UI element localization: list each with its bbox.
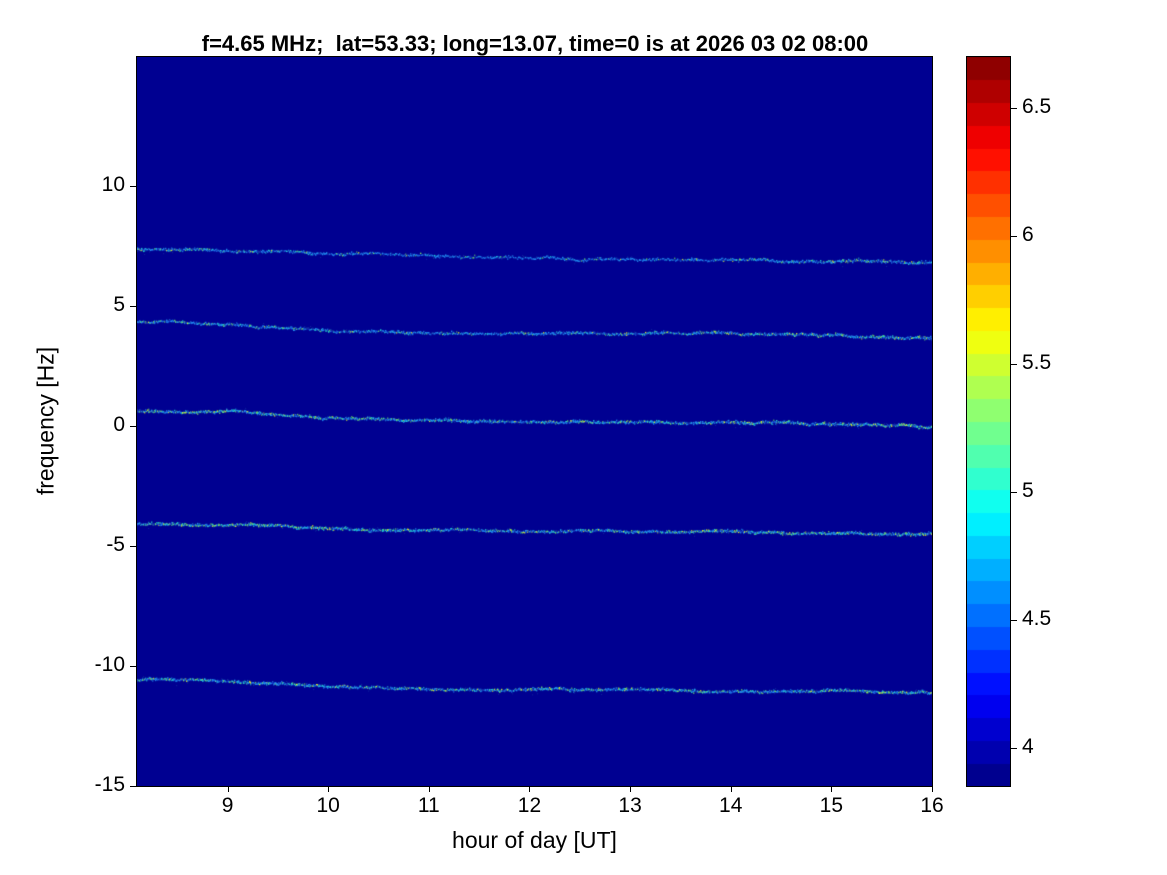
y-tick-mark [130, 425, 136, 427]
colorbar-tick-label: 6.5 [1022, 95, 1052, 119]
x-tick-mark [932, 787, 933, 792]
colorbar-tick-label: 4 [1022, 734, 1034, 758]
x-tick-mark [831, 787, 833, 792]
plot-area-frame [136, 56, 933, 787]
y-tick-label: 10 [101, 172, 125, 196]
colorbar-tick-label: 6 [1022, 223, 1034, 247]
x-tick-mark [428, 787, 430, 792]
colorbar-tick-mark [1011, 363, 1017, 365]
colorbar-tick-label: 4.5 [1022, 606, 1052, 630]
x-tick-label: 9 [221, 794, 234, 817]
x-tick-label: 14 [719, 794, 743, 817]
x-tick-mark [630, 787, 632, 792]
y-tick-mark [130, 545, 136, 547]
colorbar-tick-mark [1011, 619, 1017, 621]
x-tick-label: 11 [417, 794, 440, 817]
colorbar [967, 57, 1010, 786]
colorbar-tick-label: 5.5 [1022, 350, 1052, 374]
x-tick-mark [227, 787, 229, 792]
x-tick-mark [328, 787, 330, 792]
x-tick-label: 12 [517, 794, 542, 817]
colorbar-frame [966, 56, 1011, 787]
x-tick-label: 15 [819, 794, 844, 817]
chart-title: f=4.65 MHz; lat=53.33; long=13.07, time=… [201, 31, 869, 56]
colorbar-tick-mark [1011, 491, 1017, 493]
y-tick-mark [130, 185, 136, 187]
y-tick-label: -5 [106, 532, 125, 556]
y-tick-label: 0 [113, 412, 125, 436]
x-axis-label: hour of day [UT] [452, 827, 617, 853]
colorbar-tick-mark [1011, 108, 1017, 110]
y-tick-mark [130, 665, 136, 667]
x-tick-label: 16 [920, 794, 944, 817]
x-tick-label: 10 [316, 794, 340, 817]
y-tick-label: -10 [94, 652, 125, 676]
y-tick-label: -15 [94, 773, 125, 796]
colorbar-tick-mark [1011, 747, 1017, 749]
y-tick-label: 5 [113, 292, 125, 316]
x-tick-label: 13 [618, 794, 642, 817]
x-tick-mark [730, 787, 732, 792]
colorbar-tick-label: 5 [1022, 478, 1034, 502]
y-tick-mark [130, 786, 136, 787]
x-tick-mark [529, 787, 531, 792]
colorbar-tick-mark [1011, 236, 1017, 238]
y-tick-mark [130, 305, 136, 307]
spectrogram-heatmap [137, 57, 932, 786]
